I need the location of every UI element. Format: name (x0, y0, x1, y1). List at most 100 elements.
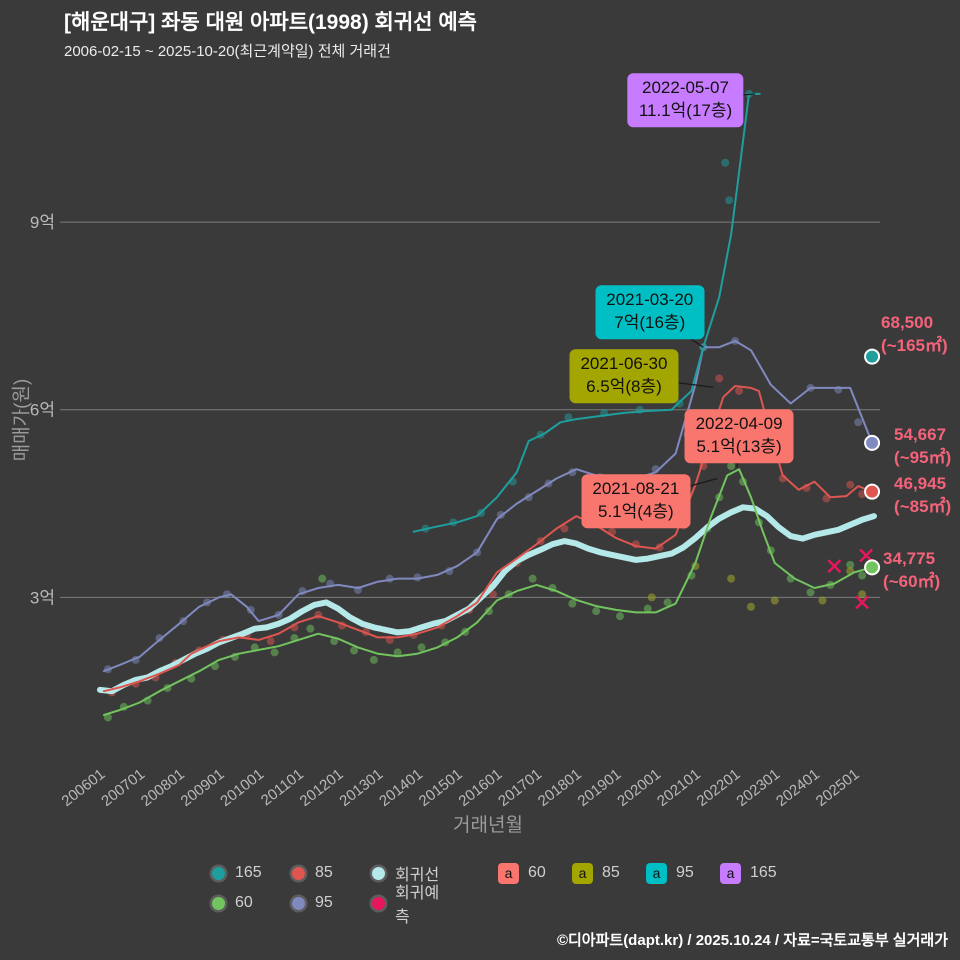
end-label-size: (~95㎡) (894, 447, 952, 467)
end-label-95: 54,667 (~95㎡) (894, 423, 951, 469)
scatter-point-60 (846, 560, 855, 569)
scatter-point-95 (155, 634, 164, 643)
legend-label: 95 (315, 894, 333, 911)
scatter-point-85 (746, 602, 755, 611)
scatter-point-85 (266, 637, 275, 646)
end-label-size: (~85㎡) (894, 496, 952, 516)
end-marker-165 (864, 348, 881, 365)
legend-box-item-95[interactable]: a 95 (646, 862, 720, 884)
prediction-x-marker (827, 559, 842, 573)
x-tick-202401: 202401 (773, 766, 823, 810)
scatter-point-85 (770, 596, 779, 605)
end-marker-85 (864, 483, 881, 500)
x-tick-200601: 200601 (59, 766, 109, 810)
footer-credit: ©디아파트(dapt.kr) / 2025.10.24 / 자료=국토교통부 실… (556, 932, 948, 949)
scatter-point-60 (318, 574, 327, 583)
annotation-date: 2021-06-30 (580, 354, 668, 374)
x-axis-title: 거래년월 (453, 815, 523, 836)
legend-dot-icon (212, 896, 225, 910)
legend-box-item-85[interactable]: a 85 (572, 862, 646, 884)
legend-item-regression[interactable]: 회귀선 (372, 861, 452, 885)
end-label-165: 68,500 (~165㎡) (881, 311, 948, 357)
legend-label: 60 (528, 864, 546, 881)
x-tick-201901: 201901 (575, 766, 625, 810)
annotation-box-85: 2021-06-30 6.5억(8층) (569, 349, 679, 403)
series-line-165 (412, 92, 761, 533)
legend-dot-icon (372, 866, 385, 880)
end-label-price: 46,945 (894, 473, 947, 493)
end-marker-95 (864, 434, 881, 451)
x-tick-200801: 200801 (138, 766, 188, 810)
end-label-85: 46,945 (~85㎡) (894, 472, 951, 518)
scatter-point-60 (528, 574, 537, 583)
scatter-point-60 (615, 612, 624, 621)
legend-item-60[interactable]: 60 (212, 894, 292, 912)
series-line-60 (102, 468, 874, 716)
end-label-price: 54,667 (894, 424, 947, 444)
annotation-box-60: 2022-04-09 5.1억(13층) (684, 409, 794, 463)
x-tick-201101: 201101 (258, 766, 307, 810)
x-tick-201301: 201301 (336, 766, 386, 810)
scatter-point-85 (715, 374, 724, 383)
series-line-95 (102, 339, 874, 673)
legend-square-icon: a (498, 862, 519, 884)
annotation-price: 5.1억(4층) (598, 502, 674, 522)
y-axis-title: 매매가(원) (11, 378, 33, 462)
x-tick-201001: 201001 (217, 766, 267, 810)
annotation-date: 2022-05-07 (642, 78, 729, 98)
end-label-price: 68,500 (881, 312, 934, 332)
y-tick-6억: 6억 (30, 401, 55, 420)
x-tick-201801: 201801 (535, 766, 585, 810)
x-tick-201601: 201601 (455, 766, 505, 810)
end-label-size: (~60㎡) (883, 572, 941, 592)
x-tick-201501: 201501 (416, 766, 466, 810)
page-title: [해운대구] 좌동 대원 아파트(1998) 회귀선 예측 (64, 11, 477, 34)
x-tick-200901: 200901 (178, 766, 228, 810)
x-tick-202501: 202501 (813, 766, 863, 810)
legend-item-85[interactable]: 85 (292, 864, 372, 882)
legend-box-item-165[interactable]: a 165 (720, 862, 794, 884)
annotation-box-60: 2021-08-21 5.1억(4층) (581, 474, 691, 528)
scatter-point-60 (306, 624, 315, 633)
scatter-point-85 (818, 596, 827, 605)
annotation-date: 2021-08-21 (592, 479, 680, 499)
legend-box-item-60[interactable]: a 60 (498, 862, 572, 884)
prediction-x-marker (859, 548, 873, 563)
end-label-size: (~165㎡) (881, 335, 948, 355)
legend-item-165[interactable]: 165 (212, 864, 292, 882)
legend-item-95[interactable]: 95 (292, 894, 372, 912)
legend-label: 165 (235, 864, 262, 881)
annotation-price: 11.1억(17층) (638, 101, 733, 121)
legend-dot-icon (292, 866, 305, 880)
scatter-point-60 (663, 598, 672, 607)
legend: 165 85 회귀선 a 60 a 85 a 95 a 165 60 95 회귀예측 (212, 858, 794, 926)
end-label-price: 34,775 (883, 549, 936, 569)
scatter-point-95 (854, 418, 863, 427)
legend-dot-icon (212, 866, 225, 880)
x-tick-202101: 202101 (654, 766, 704, 810)
scatter-point-60 (417, 643, 426, 652)
x-tick-201401: 201401 (376, 766, 426, 810)
scatter-point-165 (725, 196, 734, 205)
end-label-60: 34,775 (~60㎡) (883, 547, 940, 593)
chart-subtitle: 2006-02-15 ~ 2025-10-20(최근계약일) 전체 거래건 (64, 43, 391, 60)
scatter-point-60 (393, 648, 402, 657)
y-tick-3억: 3억 (30, 588, 55, 607)
legend-label: 회귀예측 (395, 885, 440, 926)
scatter-point-85 (560, 524, 569, 533)
scatter-point-165 (721, 158, 730, 167)
scatter-point-60 (103, 713, 112, 722)
annotation-box-165: 2022-05-07 11.1억(17층) (627, 73, 744, 127)
legend-item-prediction[interactable]: 회귀예측 (372, 879, 452, 927)
x-tick-200701: 200701 (98, 766, 148, 810)
y-tick-9억: 9억 (30, 213, 55, 232)
legend-label: 95 (676, 864, 694, 881)
legend-row-2: 60 95 회귀예측 (212, 885, 794, 926)
end-marker-60 (864, 559, 881, 576)
scatter-point-60 (592, 607, 601, 616)
scatter-point-60 (727, 462, 736, 471)
annotation-box-95: 2021-03-20 7억(16층) (595, 285, 705, 339)
legend-annotation-group: a 60 a 85 a 95 a 165 (498, 862, 794, 884)
scatter-point-85 (735, 386, 744, 395)
